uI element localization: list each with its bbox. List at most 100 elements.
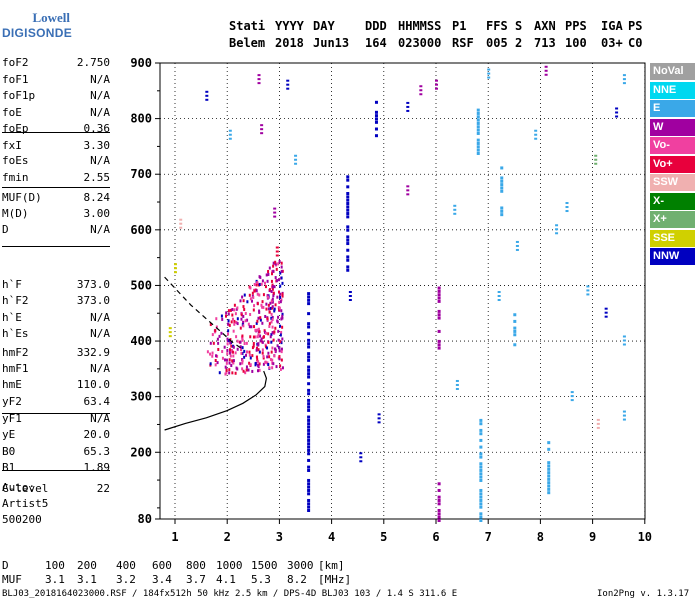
param-row: yF1 N/A: [2, 412, 110, 426]
echo-column-point: [307, 418, 311, 422]
echo-point: [271, 325, 274, 329]
echo-point: [279, 333, 282, 337]
echo-point: [275, 365, 278, 369]
echo-point: [269, 358, 272, 362]
artist-version: 500200: [2, 513, 42, 526]
echo-column-point: [346, 238, 350, 242]
echo-point: [280, 358, 283, 362]
param-row: M(D) 3.00: [2, 207, 110, 221]
echo-point: [224, 365, 227, 369]
param-row: MUF(D) 8.24: [2, 191, 110, 205]
echo-point: [269, 306, 272, 310]
legend-item: X+: [650, 211, 695, 228]
echo-point: [273, 330, 276, 334]
echo-point: [257, 74, 261, 77]
echo-point: [622, 414, 626, 417]
echo-point: [231, 308, 234, 312]
echo-point: [257, 316, 260, 320]
echo-point: [277, 329, 280, 333]
echo-point: [247, 368, 250, 372]
echo-point: [277, 338, 280, 342]
echo-column-point: [479, 455, 483, 459]
echo-column-point: [307, 502, 311, 506]
echo-point: [261, 279, 264, 283]
header-col-value: C0: [628, 36, 643, 50]
echo-point: [622, 78, 626, 81]
logo-line2: DIGISONDE: [1, 26, 72, 40]
echo-column-point: [437, 346, 441, 350]
echo-column-point: [479, 488, 483, 492]
echo-point: [228, 339, 231, 343]
echo-point: [273, 211, 277, 214]
echo-point: [245, 365, 248, 369]
param-name: hmE: [2, 378, 22, 391]
header-col: IGA 03+: [601, 18, 623, 52]
footer-value: 1500: [251, 559, 278, 572]
plot-frame: [159, 62, 646, 520]
echo-point: [266, 317, 269, 321]
echo-point: [241, 351, 244, 355]
echo-point: [227, 332, 230, 336]
echo-point: [206, 350, 209, 354]
echo-point: [242, 324, 245, 328]
echo-point: [280, 330, 283, 334]
echo-point: [596, 422, 600, 425]
echo-column-point: [307, 368, 311, 372]
echo-column-point: [346, 255, 350, 259]
echo-column-point: [307, 322, 311, 326]
echo-point: [262, 354, 265, 358]
param-name: yE: [2, 428, 16, 441]
param-value: N/A: [90, 89, 110, 102]
echo-point: [280, 269, 283, 273]
header-col-value: 2: [515, 36, 523, 50]
echo-point: [236, 317, 239, 321]
echo-column-point: [346, 242, 350, 246]
echo-column-point: [547, 447, 551, 451]
echo-point: [225, 314, 228, 318]
x-tick-label: 6: [432, 530, 439, 544]
param-value: 373.0: [76, 294, 110, 307]
echo-point: [242, 369, 245, 373]
echo-column-point: [307, 438, 311, 442]
echo-point: [229, 348, 232, 352]
echo-column-point: [476, 141, 480, 145]
echo-point: [455, 379, 459, 382]
echo-point: [272, 264, 275, 268]
param-value: N/A: [90, 311, 110, 324]
echo-point: [273, 309, 276, 313]
header-col: AXN 713: [534, 18, 556, 52]
footer-row-label: D: [2, 559, 9, 572]
echo-point: [268, 288, 271, 292]
echo-point: [622, 339, 626, 342]
header-col-name: PPS: [565, 19, 587, 33]
echo-point: [278, 306, 281, 310]
echo-column-point: [307, 505, 311, 509]
echo-column-point: [479, 475, 483, 479]
param-value: 8.24: [83, 191, 111, 204]
echo-column-point: [476, 148, 480, 152]
echo-point: [259, 316, 262, 320]
echo-point: [262, 362, 265, 366]
echo-point: [226, 348, 229, 352]
echo-column-point: [307, 445, 311, 449]
echo-point: [241, 337, 244, 341]
echo-point: [455, 383, 459, 386]
footer-value: 3.4: [152, 573, 172, 586]
param-name: foF2: [2, 56, 29, 69]
echo-point: [586, 289, 590, 292]
echo-point: [226, 342, 229, 346]
echo-column-point: [479, 428, 483, 432]
echo-point: [270, 320, 273, 324]
echo-point: [266, 295, 269, 299]
header-col-value: 005: [486, 36, 508, 50]
echo-point: [487, 76, 491, 79]
echo-point: [269, 335, 272, 339]
echo-point: [271, 315, 274, 319]
echo-point: [234, 351, 237, 355]
echo-point: [231, 313, 234, 317]
echo-point: [179, 222, 183, 225]
param-value: 63.4: [83, 395, 111, 408]
program-version: Ion2Png v. 1.3.17: [597, 589, 690, 599]
header-col-name: IGA: [601, 19, 623, 33]
echo-point: [268, 266, 271, 270]
